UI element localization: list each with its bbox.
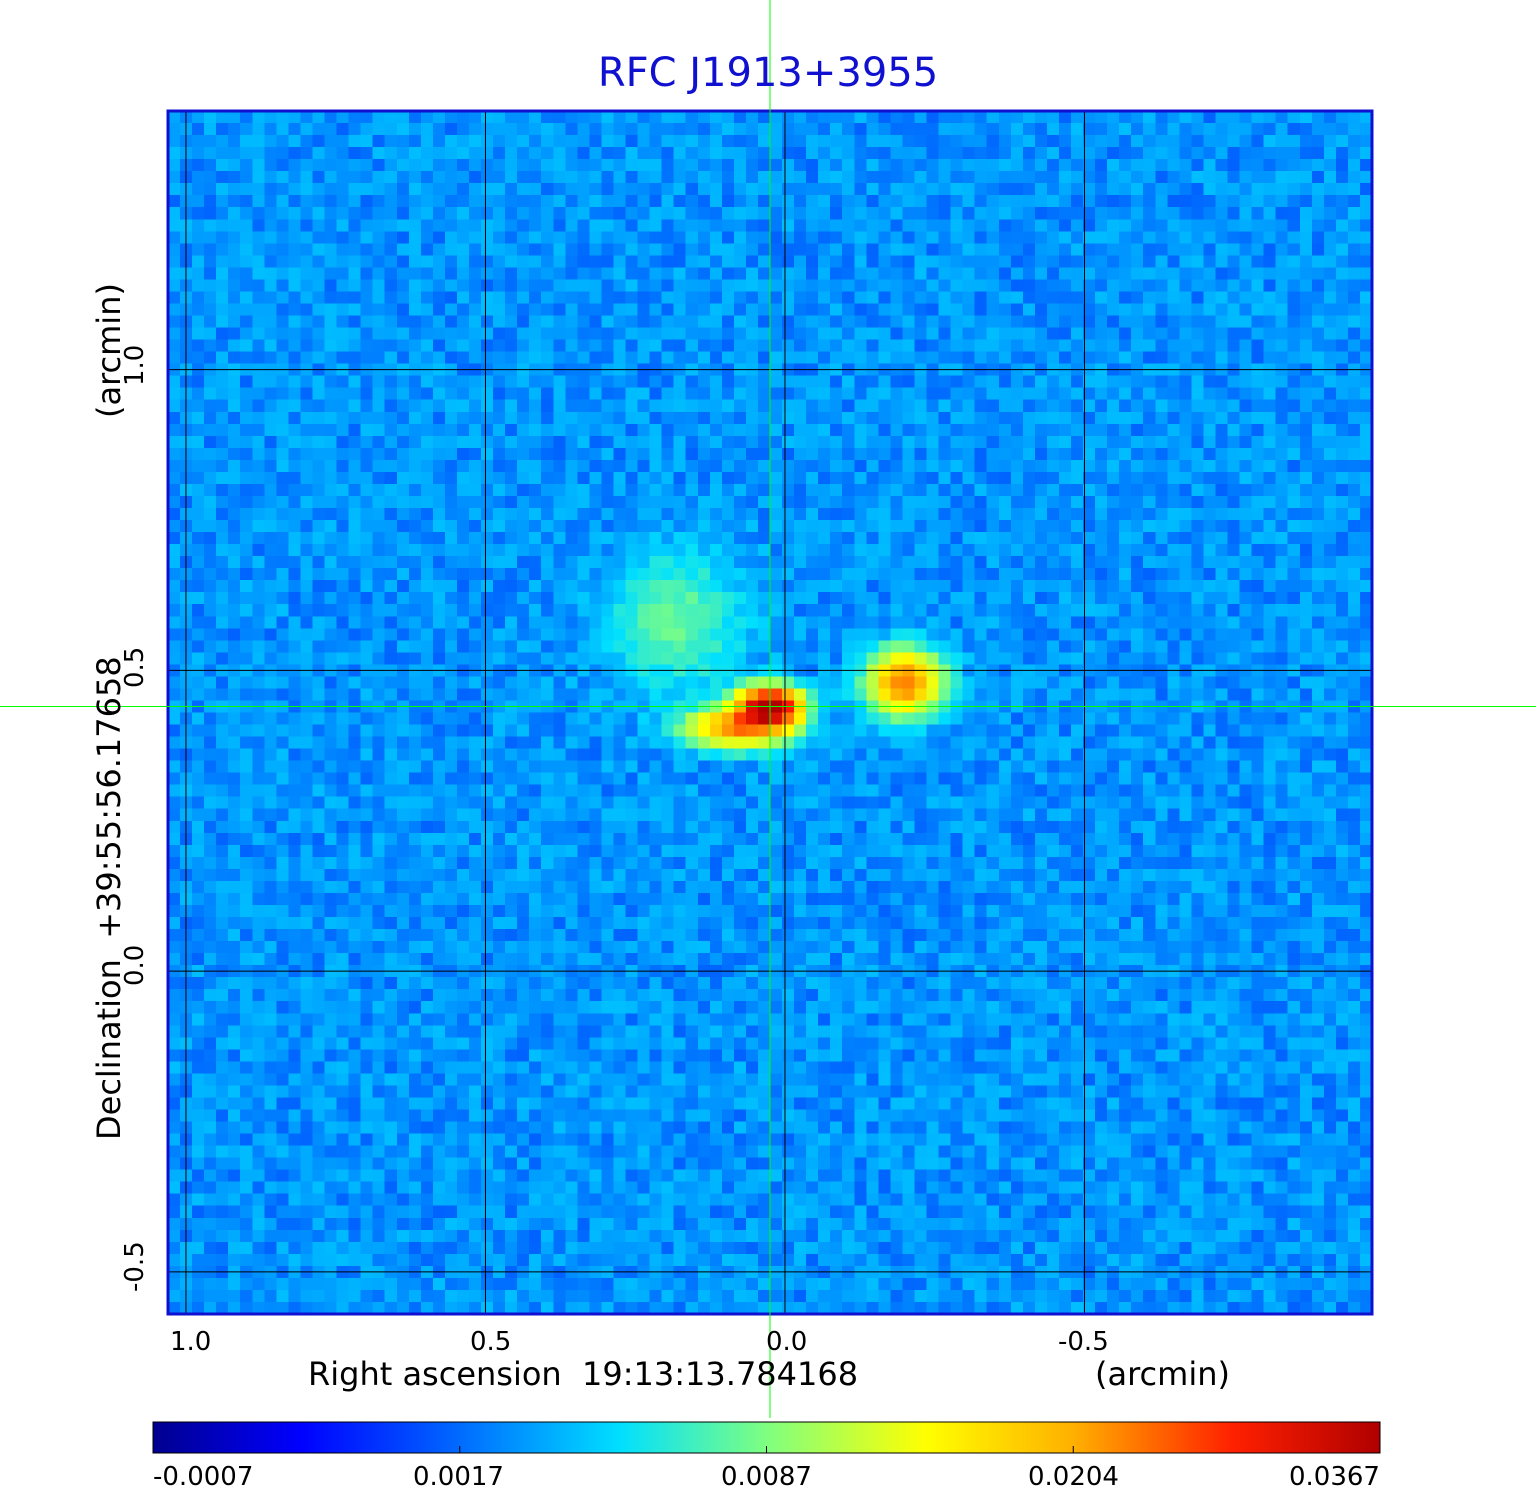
colorbar-tick-label: -0.0007 [153,1462,254,1492]
y-axis-label: Declination +39:55:56.17658 [90,656,128,1140]
colorbar-tick-label: 0.0017 [413,1462,504,1492]
x-tick-label: 0.5 [470,1327,512,1357]
colorbar-tick-marks [152,1446,1381,1453]
x-tick-label: -0.5 [1058,1327,1109,1357]
chart-title: RFC J1913+3955 [597,50,939,96]
x-axis-unit: (arcmin) [1095,1355,1230,1393]
y-tick-label: -0.5 [120,1241,150,1292]
colorbar-tick-label: 0.0087 [721,1462,812,1492]
y-tick-label: 0.0 [120,944,150,986]
colorbar-tick-label: 0.0367 [1289,1462,1380,1492]
y-tick-label: 0.5 [120,646,150,688]
x-axis-label: Right ascension 19:13:13.784168 [308,1355,859,1393]
y-tick-label: 1.0 [120,344,150,386]
x-tick-label: 1.0 [170,1327,212,1357]
crosshair [0,0,1536,1418]
colorbar-tick-label: 0.0204 [1028,1462,1119,1492]
x-tick-label: 0.0 [766,1327,808,1357]
